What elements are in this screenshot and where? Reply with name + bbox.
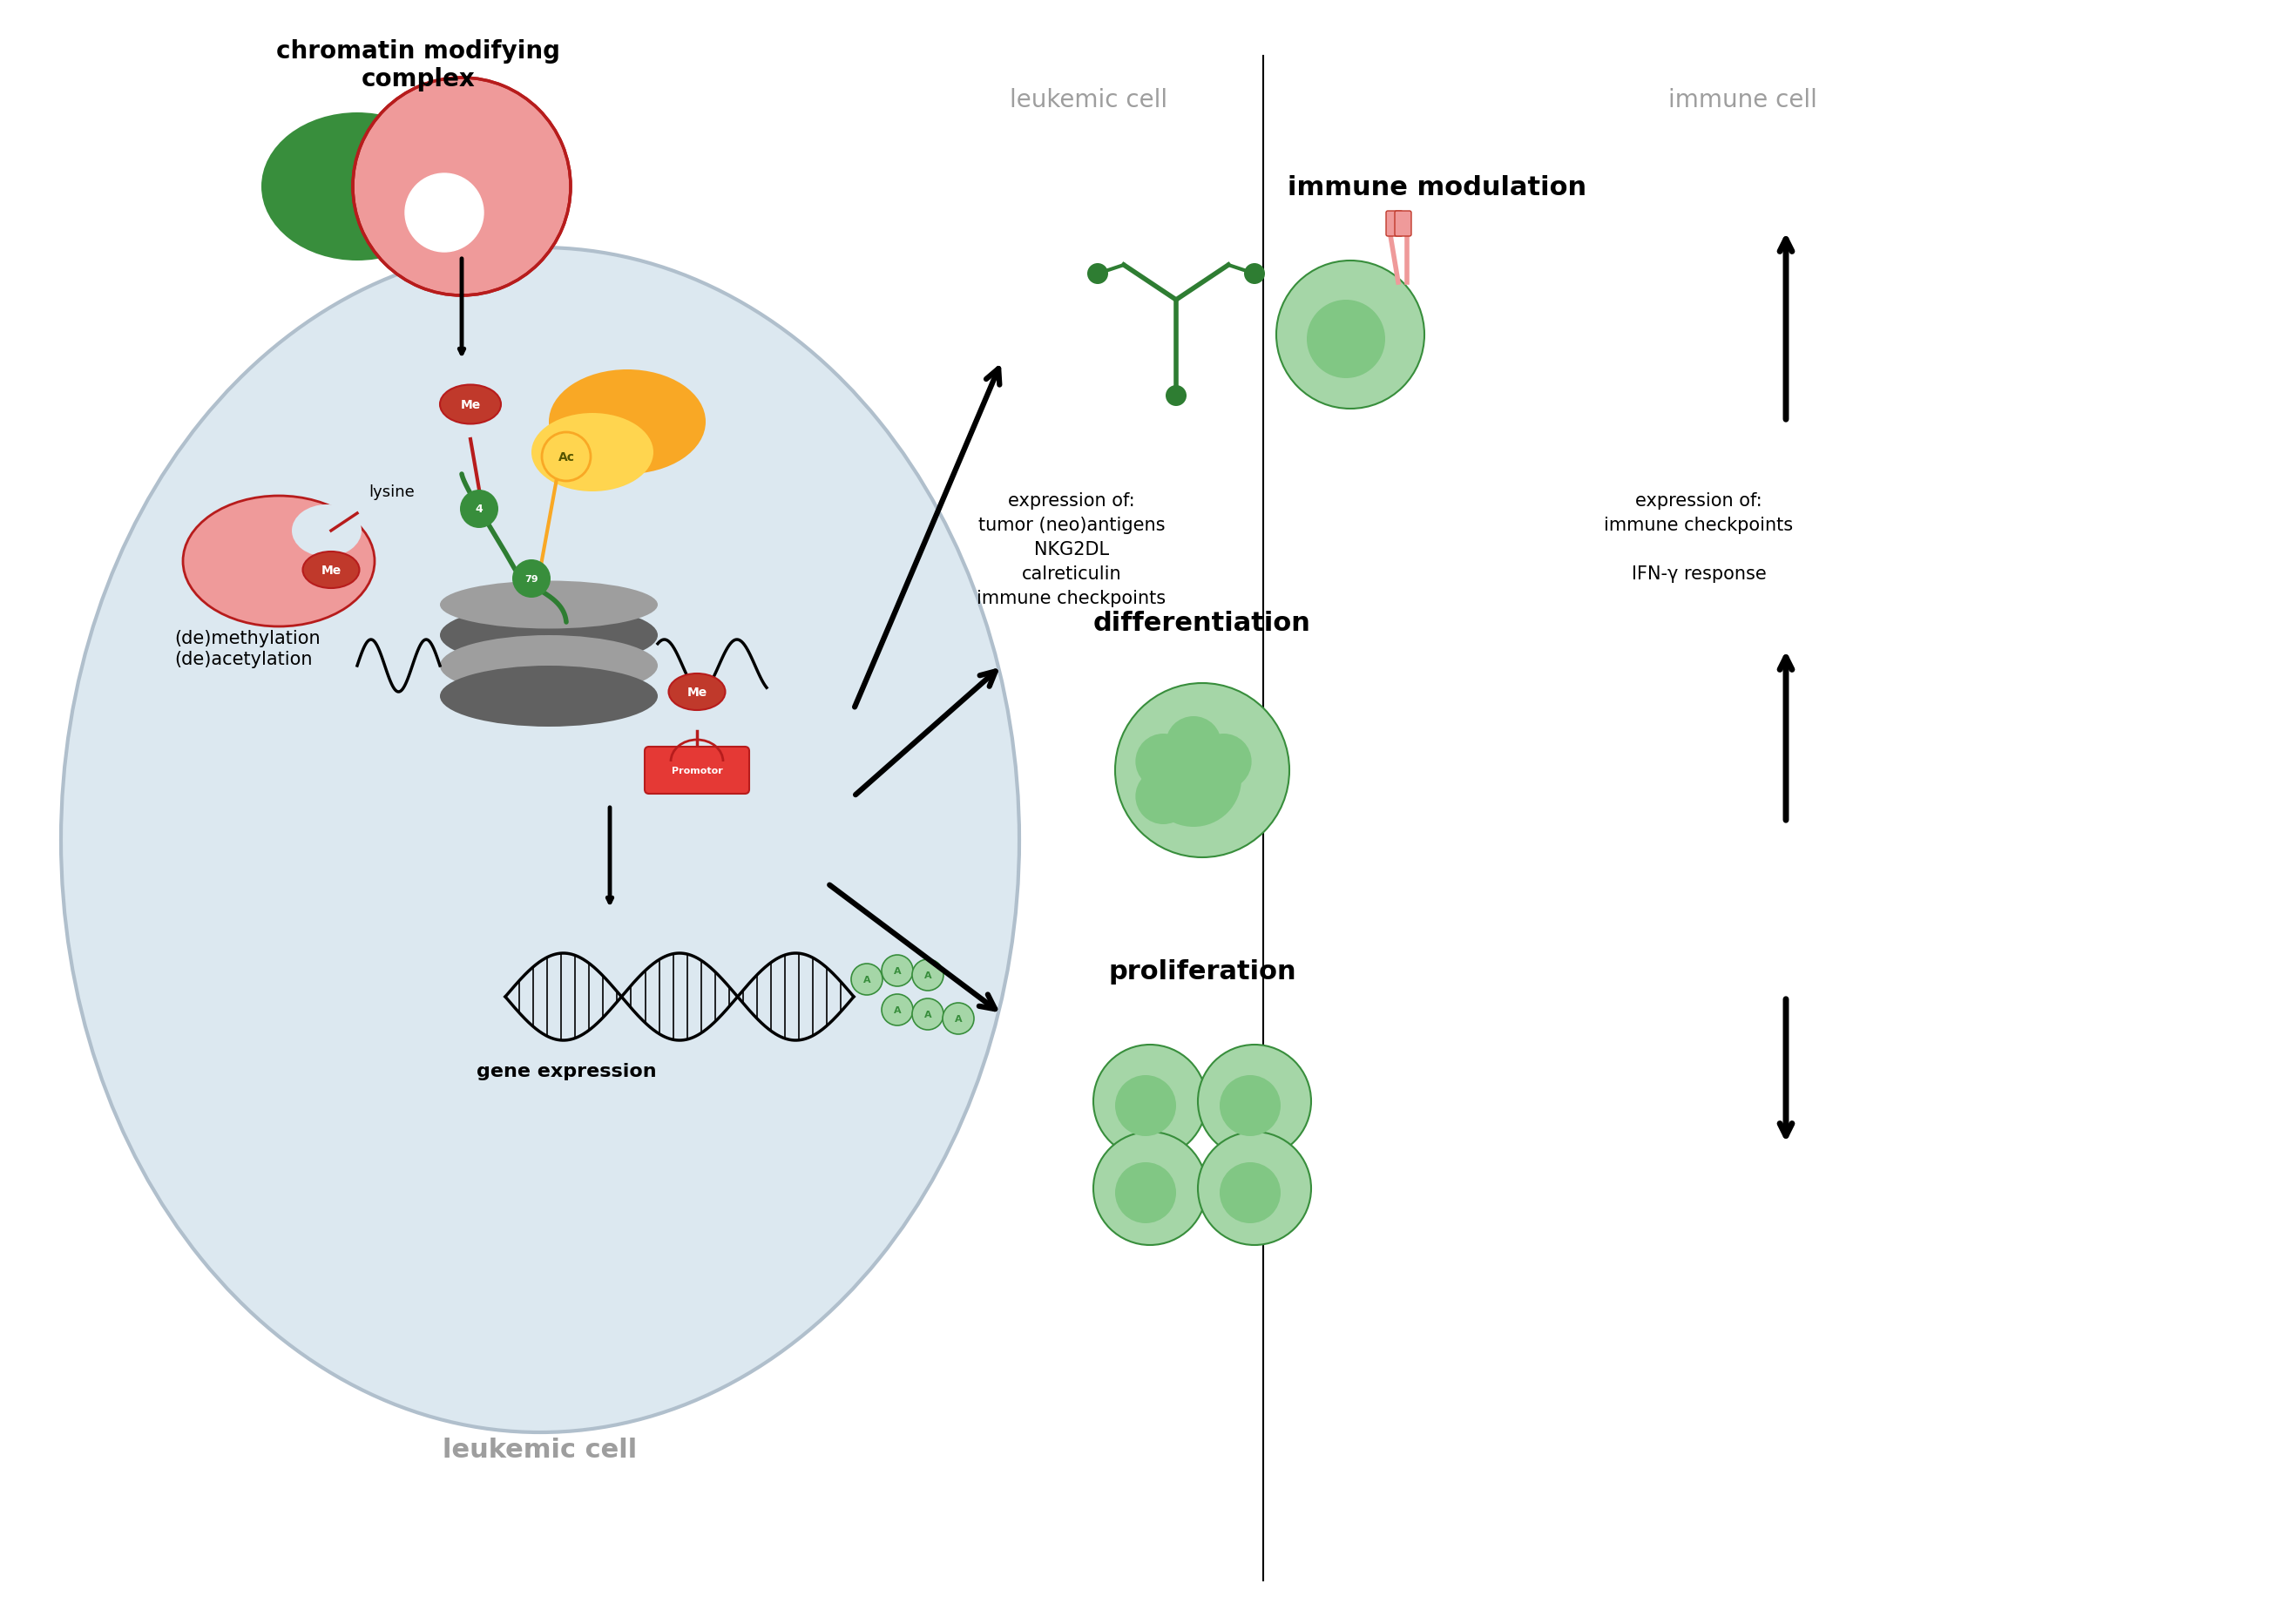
Circle shape <box>1146 731 1242 827</box>
Text: immune cell: immune cell <box>1668 88 1816 112</box>
Circle shape <box>1244 263 1265 284</box>
Text: A: A <box>923 1010 932 1018</box>
Text: (de)methylation
(de)acetylation: (de)methylation (de)acetylation <box>173 630 321 667</box>
Text: differentiation: differentiation <box>1094 611 1310 635</box>
Circle shape <box>542 432 590 482</box>
Circle shape <box>882 994 914 1026</box>
Circle shape <box>1199 1132 1310 1246</box>
Ellipse shape <box>440 606 659 666</box>
Circle shape <box>1306 300 1386 378</box>
Circle shape <box>1135 734 1192 789</box>
Circle shape <box>1094 1044 1206 1158</box>
Circle shape <box>912 960 944 991</box>
Text: Me: Me <box>321 564 342 577</box>
Circle shape <box>1196 734 1251 789</box>
Circle shape <box>1219 1075 1281 1137</box>
Ellipse shape <box>182 497 374 627</box>
Text: A: A <box>893 966 900 976</box>
Text: A: A <box>864 976 871 984</box>
Text: expression of:
tumor (neo)antigens
NKG2DL
calreticulin
immune checkpoints: expression of: tumor (neo)antigens NKG2D… <box>978 492 1167 607</box>
Circle shape <box>1114 684 1290 857</box>
Circle shape <box>1276 261 1424 409</box>
Ellipse shape <box>440 666 659 728</box>
Circle shape <box>1114 1075 1176 1137</box>
Ellipse shape <box>303 552 360 588</box>
Circle shape <box>513 560 552 598</box>
Ellipse shape <box>531 414 654 492</box>
Circle shape <box>850 965 882 996</box>
Text: leukemic cell: leukemic cell <box>1010 88 1167 112</box>
Circle shape <box>1199 1044 1310 1158</box>
FancyBboxPatch shape <box>1395 211 1411 237</box>
Text: gene expression: gene expression <box>476 1062 656 1080</box>
Circle shape <box>944 1004 973 1034</box>
Ellipse shape <box>226 526 349 614</box>
Text: Promotor: Promotor <box>672 767 722 775</box>
Wedge shape <box>353 78 570 296</box>
Circle shape <box>912 999 944 1030</box>
FancyBboxPatch shape <box>1386 211 1402 237</box>
Circle shape <box>882 955 914 987</box>
Ellipse shape <box>549 370 706 474</box>
Circle shape <box>1165 716 1222 773</box>
Circle shape <box>1094 1132 1206 1246</box>
Text: immune modulation: immune modulation <box>1288 175 1586 200</box>
Text: Me: Me <box>460 400 481 411</box>
Ellipse shape <box>440 635 659 697</box>
Circle shape <box>1219 1163 1281 1223</box>
Text: A: A <box>955 1015 962 1023</box>
Text: A: A <box>893 1005 900 1015</box>
Circle shape <box>1087 263 1108 284</box>
Text: Me: Me <box>686 687 706 698</box>
Text: leukemic cell: leukemic cell <box>442 1437 638 1463</box>
FancyBboxPatch shape <box>645 747 750 794</box>
Ellipse shape <box>668 674 725 711</box>
Text: 4: 4 <box>476 503 483 515</box>
Ellipse shape <box>292 505 362 557</box>
Ellipse shape <box>440 581 659 628</box>
Text: 79: 79 <box>524 575 538 583</box>
Circle shape <box>1114 1163 1176 1223</box>
Text: chromatin modifying
complex: chromatin modifying complex <box>276 39 561 91</box>
Text: A: A <box>923 971 932 979</box>
Circle shape <box>460 490 499 528</box>
Text: proliferation: proliferation <box>1108 958 1297 984</box>
Circle shape <box>406 174 483 252</box>
Circle shape <box>1135 768 1192 825</box>
Ellipse shape <box>440 385 501 424</box>
Text: Ac: Ac <box>558 451 574 463</box>
Text: expression of:
immune checkpoints

IFN-γ response: expression of: immune checkpoints IFN-γ … <box>1604 492 1794 583</box>
Circle shape <box>1165 387 1187 406</box>
Ellipse shape <box>262 114 454 261</box>
Ellipse shape <box>62 248 1019 1432</box>
Text: lysine: lysine <box>369 484 415 500</box>
